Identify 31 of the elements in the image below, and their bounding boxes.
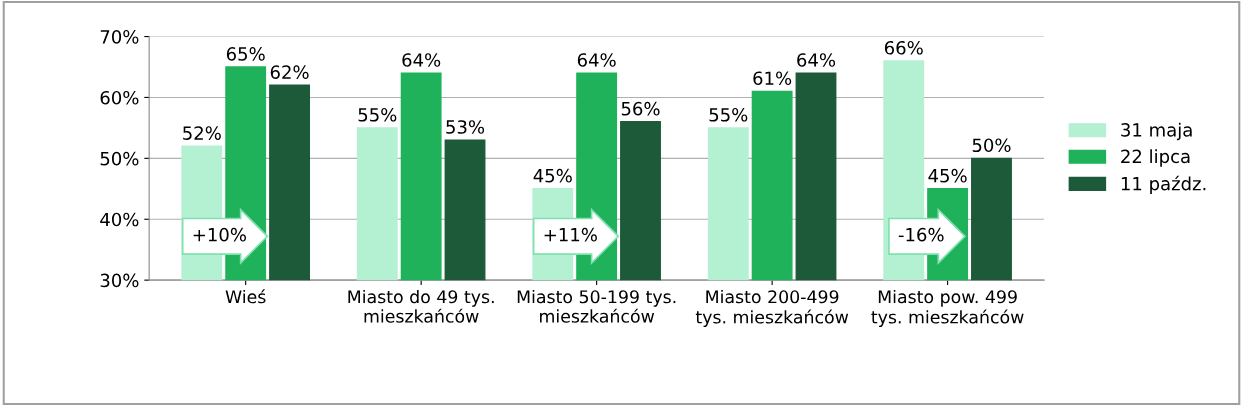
data-label: 50%	[972, 138, 1011, 153]
legend-label: 22 lipca	[1121, 149, 1190, 167]
legend-label: 11 paźdz.	[1121, 175, 1206, 194]
data-label: 52%	[183, 126, 221, 140]
data-label: 55%	[358, 107, 397, 122]
y-tick-label: 40%	[100, 212, 139, 227]
y-tick-label: 30%	[100, 273, 139, 288]
data-label: 64%	[577, 53, 616, 67]
data-label: 66%	[884, 40, 923, 55]
annotation: +10%	[193, 227, 246, 242]
y-tick-label: 60%	[100, 90, 139, 105]
x-tick-label: Miasto do 49 tys. mieszkańców	[348, 289, 494, 323]
data-label: 45%	[533, 168, 572, 183]
data-label: 53%	[446, 120, 485, 134]
x-tick-label: Wieś	[225, 289, 266, 304]
data-label: 64%	[797, 53, 836, 67]
y-tick-label: 50%	[100, 151, 139, 166]
data-label: 62%	[270, 65, 309, 79]
x-tick-label: Miasto 50-199 tys. mieszkańców	[517, 289, 676, 323]
annotation: -16%	[898, 227, 944, 242]
data-label: 65%	[226, 47, 265, 61]
data-label: 64%	[402, 53, 441, 67]
y-tick-label: 70%	[100, 30, 139, 44]
x-tick-label: Miasto pow. 499 tys. mieszkańców	[871, 289, 1024, 327]
data-label: 61%	[753, 71, 792, 86]
x-tick-label: Miasto 200-499 tys. mieszkańców	[695, 289, 849, 327]
data-label: 56%	[621, 101, 660, 116]
annotation: +11%	[544, 227, 597, 242]
data-label: 45%	[928, 168, 967, 183]
legend-label: 31 maja	[1121, 122, 1192, 141]
data-label: 55%	[709, 107, 748, 122]
